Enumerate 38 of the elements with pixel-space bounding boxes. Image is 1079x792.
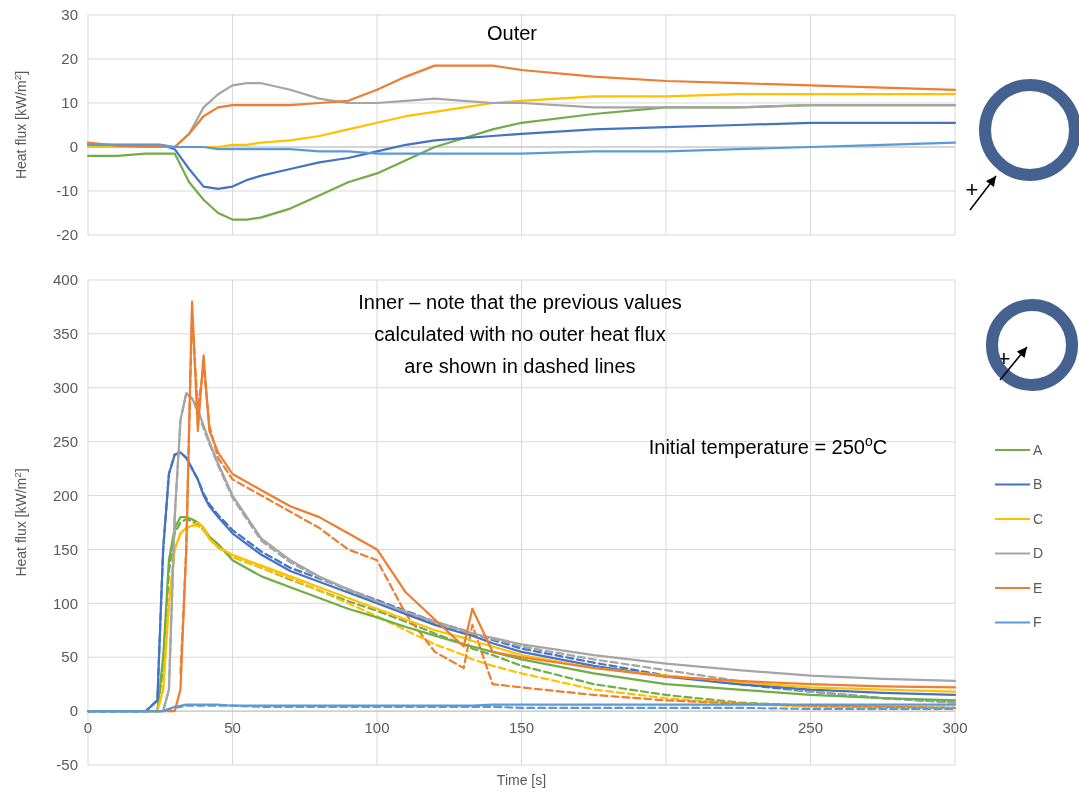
text: Inner – note that the previous values calculated with no outer heat flux are shown in dashed lines <box>358 291 682 377</box>
legend-label: B <box>1033 476 1043 493</box>
x-tick-label: 100 <box>364 719 390 737</box>
y-tick-label: -50 <box>56 756 78 774</box>
x-axis-title: Time [s] <box>496 772 547 788</box>
text: + <box>997 346 1011 371</box>
y-tick-label: 10 <box>61 94 78 112</box>
legend-label: C <box>1033 510 1044 527</box>
y-tick-label: 50 <box>61 648 78 666</box>
y-tick-label: 350 <box>52 325 78 343</box>
y-tick-label: 20 <box>61 50 78 68</box>
legend-label: F <box>1033 614 1042 631</box>
y-tick-label: 400 <box>52 271 78 289</box>
x-tick-label: 300 <box>942 719 968 737</box>
annotation: Initial temperature = 250$^{o}$C <box>648 433 888 458</box>
y-tick-label: 0 <box>69 138 78 156</box>
x-tick-label: 250 <box>797 719 824 737</box>
line-series <box>86 93 957 149</box>
text: + <box>965 177 979 202</box>
x-tick-label: 0 <box>83 719 93 737</box>
chart-title: Outer <box>486 22 538 44</box>
y-tick-label: -20 <box>56 226 78 244</box>
x-tick-label: 50 <box>224 719 241 737</box>
y-tick-label: 30 <box>61 6 78 24</box>
x-tick-label: 150 <box>508 719 535 737</box>
y-tick-label: 250 <box>52 432 78 450</box>
legend-label: A <box>1033 441 1043 458</box>
y-tick-label: 300 <box>52 379 78 397</box>
y-tick-label: 0 <box>69 702 78 720</box>
legend-label: D <box>1033 545 1044 562</box>
line-series <box>86 64 957 149</box>
y-tick-label: 150 <box>52 540 78 558</box>
x-tick-label: 200 <box>653 719 679 737</box>
line-series <box>86 141 957 155</box>
y-tick-label: 200 <box>52 486 78 504</box>
y-tick-label: -10 <box>56 182 78 200</box>
y-tick-label: 100 <box>52 594 78 612</box>
legend-label: E <box>1033 579 1043 596</box>
